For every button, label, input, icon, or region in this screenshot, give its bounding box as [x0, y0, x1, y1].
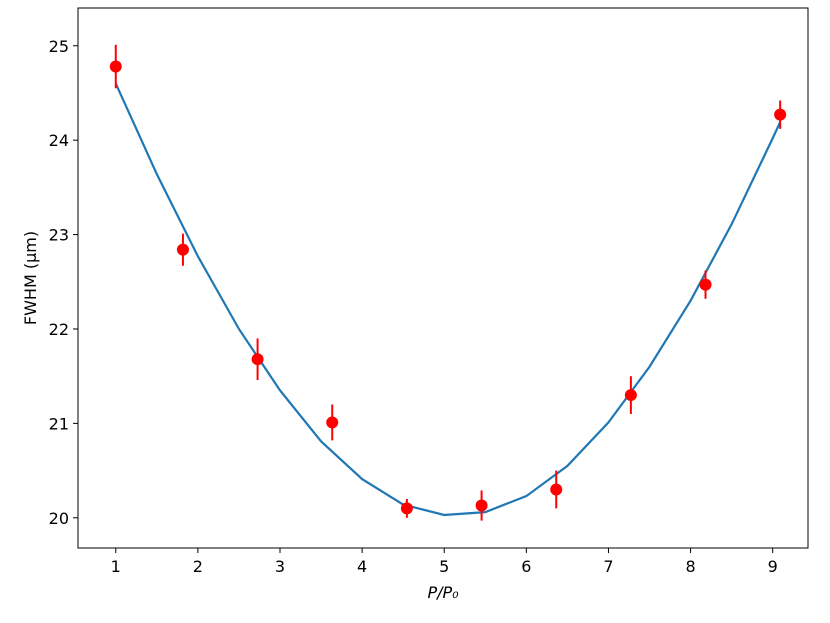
x-tick-label: 2 [193, 557, 203, 576]
data-point [400, 502, 413, 515]
x-tick-label: 7 [603, 557, 613, 576]
y-tick-label: 21 [49, 414, 69, 433]
x-tick-label: 3 [275, 557, 285, 576]
data-point [550, 483, 563, 496]
plot-frame [77, 7, 809, 549]
y-tick-label: 24 [49, 131, 69, 150]
x-tick-label: 9 [768, 557, 778, 576]
x-axis-label: P/P₀ [427, 583, 459, 602]
data-point [326, 416, 339, 429]
data-point [774, 108, 787, 121]
data-point [109, 60, 122, 73]
x-tick-label: 5 [439, 557, 449, 576]
x-tick-label: 1 [111, 557, 121, 576]
y-axis-label: FWHM (μm) [21, 231, 40, 325]
x-tick-label: 6 [521, 557, 531, 576]
data-point [475, 499, 488, 512]
data-point [176, 243, 189, 256]
data-point [699, 278, 712, 291]
y-tick-label: 20 [49, 509, 69, 528]
fit-line [114, 83, 782, 517]
data-point [624, 389, 637, 402]
y-tick-label: 25 [49, 37, 69, 56]
data-point [251, 353, 264, 366]
x-tick-label: 8 [685, 557, 695, 576]
x-tick-label: 4 [357, 557, 367, 576]
y-tick-label: 22 [49, 320, 69, 339]
y-tick-label: 23 [49, 226, 69, 245]
